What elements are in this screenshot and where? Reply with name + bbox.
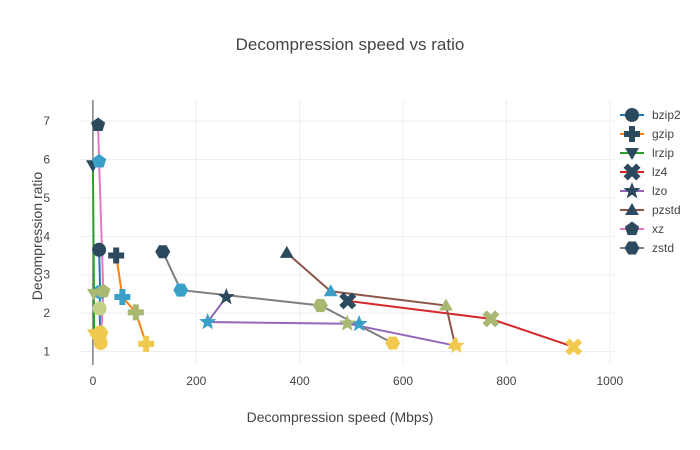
series-line-pzstd xyxy=(286,252,456,345)
legend-item-zstd[interactable]: zstd xyxy=(620,241,674,255)
legend-marker xyxy=(624,221,640,236)
marker-lz4-0 xyxy=(339,292,357,310)
x-tick-label: 400 xyxy=(290,374,310,388)
series-line-lzo xyxy=(205,296,457,347)
legend-marker xyxy=(624,241,640,255)
marker-zstd-0 xyxy=(155,245,171,259)
legend-label: lz4 xyxy=(652,165,668,179)
legend-item-gzip[interactable]: gzip xyxy=(620,126,674,142)
x-tick-label: 1000 xyxy=(596,374,623,388)
marker-pzstd-3 xyxy=(447,336,462,349)
marker-lz4-2 xyxy=(565,338,583,356)
legend-marker xyxy=(624,126,640,142)
legend-label: lrzip xyxy=(652,146,674,160)
y-tick-label: 5 xyxy=(43,191,50,205)
marker-xz-1 xyxy=(92,153,107,168)
legend-label: bzip2 xyxy=(652,108,681,122)
legend-marker xyxy=(625,203,639,215)
marker-pzstd-2 xyxy=(439,298,453,311)
y-tick-label: 6 xyxy=(43,153,50,167)
marker-zstd-3 xyxy=(385,336,401,350)
y-tick-label: 4 xyxy=(43,229,50,243)
series-line-lz4 xyxy=(347,299,574,348)
x-tick-label: 200 xyxy=(186,374,206,388)
series-line-zstd xyxy=(161,251,394,344)
legend-item-lzo[interactable]: lzo xyxy=(620,182,668,199)
marker-gzip-1 xyxy=(114,289,131,306)
y-tick-label: 7 xyxy=(43,114,50,128)
series-line-gzip xyxy=(115,255,148,345)
legend-marker xyxy=(625,148,639,160)
marker-bzip2-0 xyxy=(92,242,107,257)
legend-marker xyxy=(623,163,641,181)
legend-label: zstd xyxy=(652,241,674,255)
marker-lzo-1 xyxy=(199,313,217,330)
x-tick-label: 800 xyxy=(496,374,516,388)
legend-label: xz xyxy=(652,222,664,236)
legend-item-xz[interactable]: xz xyxy=(620,221,664,237)
marker-xz-0 xyxy=(91,117,106,131)
marker-gzip-2 xyxy=(127,304,144,321)
marker-zstd-1 xyxy=(173,283,189,297)
marker-xz-2 xyxy=(96,283,111,298)
x-tick-label: 600 xyxy=(393,374,413,388)
grid xyxy=(80,100,615,365)
x-tick-label: 0 xyxy=(90,374,97,388)
legend-item-pzstd[interactable]: pzstd xyxy=(620,203,681,217)
series-markers xyxy=(86,117,583,356)
marker-lzo-2 xyxy=(350,314,368,332)
marker-gzip-0 xyxy=(108,247,125,264)
x-axis-title: Decompression speed (Mbps) xyxy=(247,409,434,425)
legend-label: pzstd xyxy=(652,203,681,217)
axes: 0 200 400 600 800 1000 1 2 3 4 5 6 7 xyxy=(43,100,624,388)
marker-bzip2-2 xyxy=(92,301,107,316)
legend[interactable]: bzip2 gzip lrzip lz4 lzo pzstd xz zstd xyxy=(619,108,681,255)
legend-marker xyxy=(623,182,641,199)
y-tick-label: 3 xyxy=(43,268,50,282)
marker-pzstd-1 xyxy=(323,284,338,297)
marker-zstd-2 xyxy=(312,299,328,312)
legend-item-lz4[interactable]: lz4 xyxy=(619,159,668,184)
legend-marker xyxy=(625,108,639,122)
marker-lzo-3 xyxy=(338,314,356,331)
marker-pzstd-0 xyxy=(279,245,294,258)
y-tick-label: 2 xyxy=(43,306,50,320)
legend-label: lzo xyxy=(652,184,668,198)
marker-gzip-3 xyxy=(138,335,155,352)
marker-xz-3 xyxy=(94,326,109,341)
chart-title: Decompression speed vs ratio xyxy=(236,35,465,54)
y-tick-label: 1 xyxy=(43,345,50,359)
legend-item-lrzip[interactable]: lrzip xyxy=(620,146,674,160)
y-axis-title: Decompression ratio xyxy=(29,172,45,301)
marker-lzo-0 xyxy=(217,288,235,305)
marker-lz4-1 xyxy=(482,310,500,328)
legend-label: gzip xyxy=(652,127,674,141)
legend-item-bzip2[interactable]: bzip2 xyxy=(620,108,681,122)
